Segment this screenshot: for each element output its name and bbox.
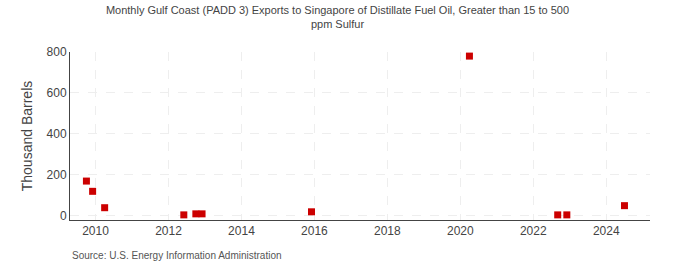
svg-text:2020: 2020 xyxy=(447,224,474,238)
svg-text:2024: 2024 xyxy=(593,224,620,238)
svg-text:Monthly Gulf Coast (PADD 3) Ex: Monthly Gulf Coast (PADD 3) Exports to S… xyxy=(106,4,569,30)
svg-text:200: 200 xyxy=(47,168,67,182)
svg-text:800: 800 xyxy=(47,45,67,59)
svg-text:2012: 2012 xyxy=(155,224,182,238)
svg-text:400: 400 xyxy=(47,127,67,141)
svg-text:0: 0 xyxy=(60,209,67,223)
svg-text:2022: 2022 xyxy=(520,224,547,238)
svg-text:2016: 2016 xyxy=(301,224,328,238)
svg-text:2010: 2010 xyxy=(82,224,109,238)
svg-text:2014: 2014 xyxy=(228,224,255,238)
svg-text:600: 600 xyxy=(47,86,67,100)
svg-text:2018: 2018 xyxy=(374,224,401,238)
svg-text:Thousand Barrels: Thousand Barrels xyxy=(19,81,35,192)
svg-text:Source: U.S. Energy Informatio: Source: U.S. Energy Information Administ… xyxy=(72,250,282,261)
